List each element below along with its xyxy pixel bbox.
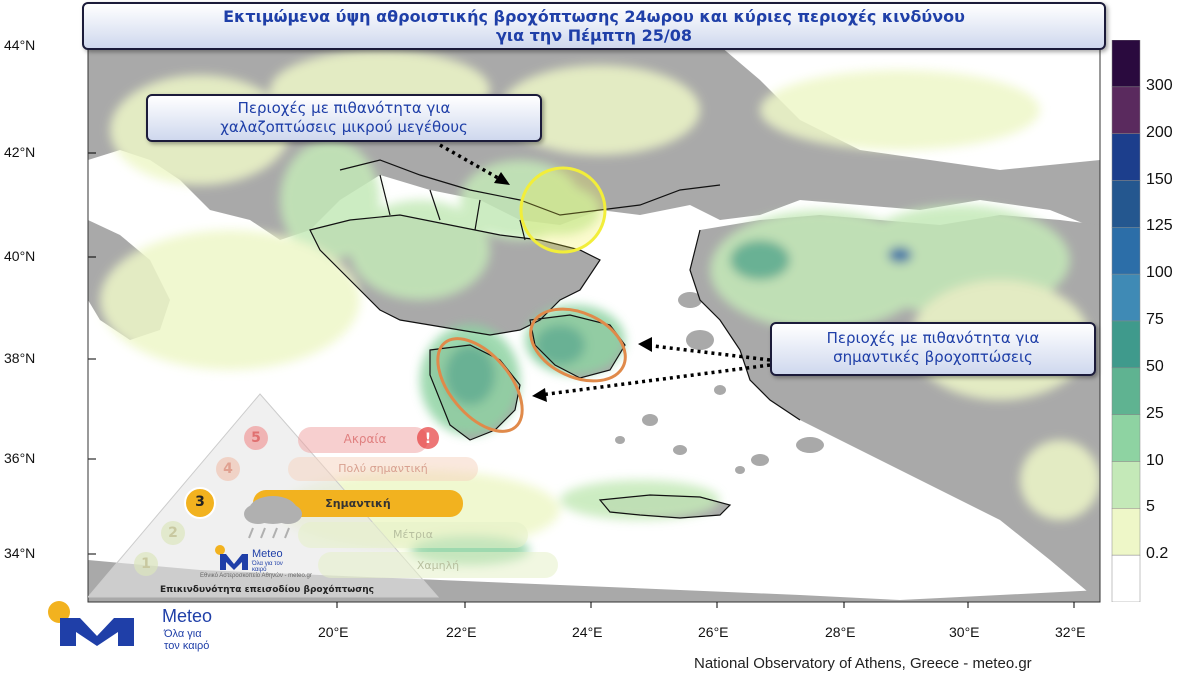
lon-label: 32°E <box>1055 624 1086 640</box>
hail-callout-line2: χαλαζοπτώσεις μικρού μεγέθους <box>220 118 468 136</box>
lat-label: 44°N <box>4 37 36 53</box>
colorbar-label: 150 <box>1146 170 1173 188</box>
lat-label: 34°N <box>4 545 36 561</box>
colorbar-label: 25 <box>1146 404 1164 422</box>
meteo-logo-icon <box>48 601 134 646</box>
colorbar <box>1111 40 1141 602</box>
lon-label: 28°E <box>825 624 856 640</box>
colorbar-swatch <box>1111 367 1141 415</box>
rain-callout-line1: Περιοχές με πιθανότητα για <box>826 329 1040 347</box>
colorbar-swatch <box>1111 180 1141 228</box>
risk-legend-caption: Επικινδυνότητα επεισοδίου βροχόπτωσης <box>160 585 375 595</box>
rain-callout-line2: σημαντικές βροχοπτώσεις <box>833 348 1033 366</box>
lon-label: 26°E <box>698 624 729 640</box>
risk-legend-institute: Εθνικό Αστεροσκοπείο Αθηνών - meteo.gr <box>200 573 312 579</box>
colorbar-label: 75 <box>1146 311 1164 328</box>
lat-label: 40°N <box>4 248 36 264</box>
lon-ticks <box>336 602 1075 608</box>
lat-label: 36°N <box>4 450 36 466</box>
colorbar-label: 0.2 <box>1146 545 1169 563</box>
colorbar-swatch <box>1111 461 1141 509</box>
colorbar-label: 125 <box>1146 217 1173 235</box>
colorbar-swatch <box>1111 554 1141 602</box>
risk-num-1: 1 <box>141 556 151 572</box>
lon-label: 30°E <box>949 624 980 640</box>
risk-label-4: Πολύ σημαντική <box>338 462 428 475</box>
lon-label: 24°E <box>572 624 603 640</box>
colorbar-swatch <box>1111 133 1141 181</box>
colorbar-label: 5 <box>1146 498 1155 516</box>
colorbar-label: 200 <box>1146 123 1173 141</box>
risk-legend-brand: Meteo <box>252 548 283 560</box>
risk-triangle-legend: ! <box>88 393 558 598</box>
rain-cloud-icon <box>244 496 302 524</box>
colorbar-label: 50 <box>1146 357 1164 375</box>
callout-arrows <box>439 143 771 397</box>
meteo-logo-tagline1: Όλα για <box>164 628 202 640</box>
colorbar-swatch <box>1111 414 1141 462</box>
lat-label: 42°N <box>4 144 36 160</box>
colorbar-swatch <box>1111 508 1141 556</box>
hail-callout-line1: Περιοχές με πιθανότητα για <box>237 99 451 117</box>
meteo-logo-tagline2: τον καιρό <box>164 640 210 652</box>
lon-label: 20°E <box>318 624 349 640</box>
rain-callout: Περιοχές με πιθανότητα για σημαντικές βρ… <box>770 322 1096 376</box>
risk-label-1: Χαμηλή <box>416 559 460 572</box>
lat-label: 38°N <box>4 350 36 366</box>
colorbar-label: 300 <box>1146 76 1173 94</box>
risk-num-2: 2 <box>168 525 178 541</box>
meteo-logo-brand: Meteo <box>162 606 213 626</box>
colorbar-swatch <box>1111 273 1141 322</box>
borders <box>309 159 801 519</box>
hail-risk-circle <box>519 166 607 254</box>
risk-num-3: 3 <box>195 494 205 510</box>
colorbar-swatch <box>1111 320 1141 369</box>
risk-label-5: Ακραία <box>343 432 387 446</box>
colorbar-swatch <box>1111 40 1141 88</box>
risk-legend-tagline: Όλα για τον καιρό <box>252 561 283 573</box>
map-title-line2: για την Πέμπτη 25/08 <box>495 26 693 45</box>
hail-callout: Περιοχές με πιθανότητα για χαλαζοπτώσεις… <box>146 94 542 142</box>
rain-risk-ellipse-central <box>529 307 627 383</box>
colorbar-label: 10 <box>1146 451 1164 469</box>
arrow-heads <box>494 172 652 402</box>
map-title-box: Εκτιμώμενα ύψη αθροιστικής βροχόπτωσης 2… <box>82 2 1106 50</box>
risk-num-4: 4 <box>223 461 233 477</box>
colorbar-label: 100 <box>1146 264 1173 282</box>
grid-ticks <box>88 46 96 555</box>
map-title-line1: Εκτιμώμενα ύψη αθροιστικής βροχόπτωσης 2… <box>223 7 965 26</box>
credit-text: National Observatory of Athens, Greece -… <box>694 655 1032 672</box>
colorbar-swatch <box>1111 86 1141 134</box>
risk-label-2: Μέτρια <box>392 528 433 541</box>
risk-label-3: Σημαντική <box>325 497 391 510</box>
rain-risk-ellipse-peloponnese <box>436 337 524 433</box>
risk-num-5: 5 <box>251 430 261 446</box>
svg-text:!: ! <box>425 431 431 447</box>
colorbar-swatch <box>1111 227 1141 275</box>
lon-label: 22°E <box>446 624 477 640</box>
